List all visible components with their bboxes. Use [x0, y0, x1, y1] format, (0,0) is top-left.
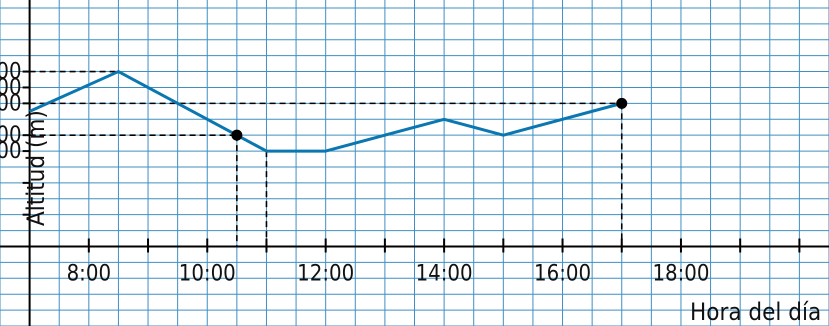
points-layer	[231, 97, 628, 141]
x-tick-label: 8:00	[67, 261, 111, 286]
highlight-point	[616, 97, 628, 109]
altitude-series-line	[28, 70, 623, 153]
y-tick-label: 700	[0, 123, 22, 148]
y-tick-label: 1000	[0, 75, 22, 100]
guide-lines	[29, 70, 623, 247]
x-axis-label: Hora del día	[690, 298, 821, 326]
y-tick-label: 900	[0, 91, 22, 116]
x-tick-label: 18:00	[652, 261, 709, 286]
x-tick-label: 12:00	[297, 261, 354, 286]
y-axis-label: Altitud (m)	[22, 110, 50, 226]
tick-labels: 11001000900 700600 8:00 10:00 12:00 14:00 16:0…	[0, 60, 709, 287]
x-tick-label: 14:00	[416, 261, 473, 286]
series-layer	[28, 70, 623, 153]
x-tick-label: 10:00	[179, 261, 236, 286]
y-tick-label: 600	[0, 139, 22, 164]
y-tick-label: 1100	[0, 60, 22, 85]
x-tick-label: 16:00	[534, 261, 591, 286]
highlight-point	[231, 129, 243, 141]
